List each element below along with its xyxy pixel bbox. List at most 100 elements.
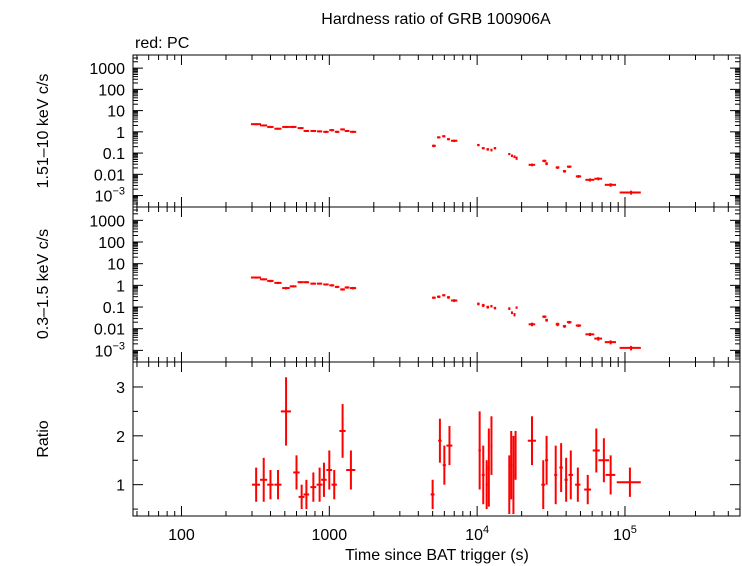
- data-point-hard-12: [334, 130, 340, 134]
- x-tick-label: 1000: [312, 527, 348, 544]
- data-point-ratio-36: [584, 474, 592, 505]
- data-point-ratio-30: [545, 435, 549, 485]
- data-point-hard-9: [316, 130, 323, 133]
- data-point-soft-36: [575, 324, 582, 327]
- data-point-ratio-38: [598, 438, 610, 483]
- data-point-soft-13: [340, 288, 345, 291]
- data-point-hard-36: [575, 175, 582, 178]
- data-point-hard-1: [260, 124, 268, 127]
- data-point-soft-21: [477, 302, 480, 306]
- data-point-soft-8: [310, 282, 317, 285]
- x-tick-label-exponent: 4: [483, 524, 489, 536]
- data-point-ratio-19: [478, 411, 481, 490]
- y-tick-label-soft: 0.1: [103, 300, 125, 317]
- data-point-ratio-13: [339, 404, 346, 458]
- data-point-soft-38: [594, 336, 603, 341]
- data-point-soft-28: [513, 313, 516, 317]
- data-point-hard-38: [594, 177, 603, 181]
- data-point-soft-1: [260, 278, 268, 281]
- data-point-soft-15: [349, 286, 357, 290]
- data-point-soft-33: [555, 322, 560, 327]
- x-tick-label: 104: [465, 524, 489, 544]
- data-point-hard-34: [562, 169, 567, 173]
- data-point-soft-34: [562, 324, 567, 328]
- data-point-ratio-33: [564, 457, 568, 502]
- data-point-hard-21: [477, 143, 480, 147]
- data-point-hard-17: [436, 136, 441, 139]
- y-tick-label-hard: 10: [107, 104, 125, 121]
- data-point-ratio-16: [438, 418, 442, 463]
- data-point-soft-22: [481, 303, 485, 308]
- data-point-hard-24: [490, 148, 493, 152]
- data-point-ratio-22: [487, 428, 490, 507]
- data-point-ratio-3: [274, 470, 282, 500]
- data-point-soft-3: [274, 281, 282, 285]
- data-point-soft-2: [267, 279, 274, 283]
- data-point-ratio-4: [280, 377, 291, 446]
- data-point-ratio-26: [512, 435, 515, 514]
- data-point-soft-10: [323, 283, 329, 286]
- data-point-ratio-10: [321, 462, 327, 497]
- data-point-soft-12: [334, 285, 340, 289]
- data-point-hard-33: [555, 166, 560, 169]
- data-point-hard-39: [604, 183, 617, 187]
- data-point-soft-7: [303, 281, 310, 284]
- data-point-ratio-5: [293, 455, 300, 490]
- data-point-hard-23: [486, 148, 490, 151]
- data-point-hard-13: [340, 128, 345, 131]
- data-point-hard-29: [515, 156, 518, 160]
- data-point-hard-5: [289, 125, 297, 129]
- data-point-hard-7: [303, 129, 310, 133]
- panel-frame-ratio: [132, 361, 741, 517]
- panel-frame-hard: [132, 54, 741, 208]
- y-tick-label-soft: 1000: [89, 213, 125, 230]
- data-point-soft-31: [542, 315, 547, 319]
- y-tick-label-hard: 10−3: [95, 186, 125, 206]
- data-point-ratio-31: [554, 445, 558, 505]
- data-point-soft-37: [585, 332, 595, 337]
- y-axis-label-hard: 1.51–10 keV c/s: [35, 74, 52, 189]
- panel-ratio: 1 2 3 Ratio 100 1000 104 105: [35, 361, 741, 544]
- data-point-soft-35: [566, 320, 572, 324]
- data-point-ratio-6: [298, 484, 305, 510]
- data-point-hard-37: [585, 178, 595, 182]
- data-point-hard-35: [566, 165, 572, 168]
- data-point-hard-31: [542, 159, 547, 163]
- data-point-ratio-17: [442, 445, 446, 485]
- y-tick-label-hard-exponent: −3: [112, 186, 125, 198]
- y-tick-label-ratio: 2: [116, 429, 125, 446]
- data-point-hard-11: [329, 129, 335, 132]
- data-point-soft-25: [493, 306, 497, 310]
- data-point-hard-26: [508, 153, 511, 156]
- data-point-soft-6: [297, 281, 304, 284]
- data-point-ratio-9: [316, 467, 323, 502]
- data-point-soft-19: [446, 296, 450, 299]
- data-point-hard-28: [513, 155, 516, 159]
- y-tick-label-soft: 0.01: [94, 322, 125, 339]
- y-tick-label-hard: 0.01: [94, 167, 125, 184]
- data-point-ratio-24: [508, 455, 511, 514]
- x-tick-label-exponent: 5: [631, 524, 637, 536]
- data-point-hard-8: [310, 129, 317, 133]
- data-point-ratio-21: [485, 460, 488, 510]
- data-point-hard-32: [545, 162, 548, 166]
- x-tick-label: 100: [168, 527, 195, 544]
- data-point-hard-20: [450, 139, 458, 143]
- data-point-soft-0: [250, 276, 261, 279]
- data-point-ratio-25: [510, 430, 513, 500]
- data-point-hard-15: [349, 130, 357, 134]
- data-point-hard-2: [267, 125, 274, 129]
- data-point-hard-3: [274, 127, 282, 130]
- data-point-ratio-7: [303, 479, 310, 510]
- data-point-ratio-14: [346, 450, 356, 490]
- data-point-soft-32: [545, 318, 548, 322]
- data-point-ratio-35: [575, 467, 581, 502]
- y-tick-label-hard: 1000: [89, 61, 125, 78]
- data-point-soft-40: [619, 345, 641, 351]
- data-point-ratio-18: [446, 426, 453, 466]
- data-point-ratio-11: [326, 450, 333, 490]
- y-tick-label-soft-exponent: −3: [112, 340, 125, 352]
- y-tick-label-soft: 10: [107, 257, 125, 274]
